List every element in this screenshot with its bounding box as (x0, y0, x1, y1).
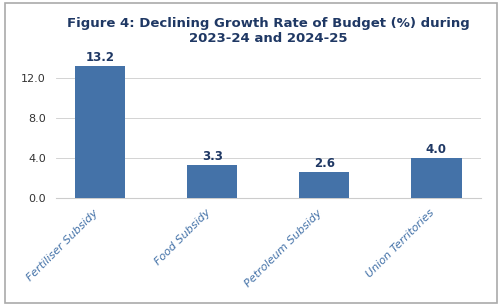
Text: 13.2: 13.2 (86, 51, 114, 64)
Text: 3.3: 3.3 (201, 150, 222, 163)
Bar (187, 165, 237, 198)
Title: Figure 4: Declining Growth Rate of Budget (%) during
2023-24 and 2024-25: Figure 4: Declining Growth Rate of Budge… (67, 17, 468, 45)
Text: 4.0: 4.0 (425, 143, 446, 156)
Bar (299, 172, 349, 198)
Bar (75, 66, 125, 198)
Bar (410, 158, 460, 198)
Text: 2.6: 2.6 (313, 157, 334, 170)
